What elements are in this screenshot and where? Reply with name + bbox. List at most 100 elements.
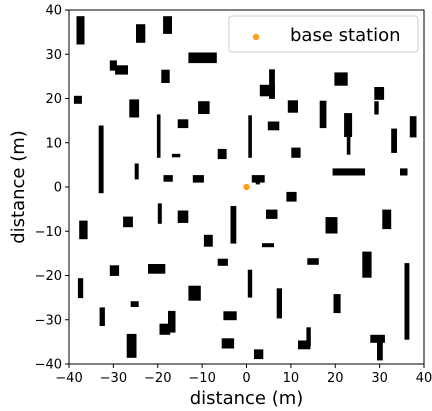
obstacle [382, 209, 392, 230]
obstacle [73, 95, 82, 104]
obstacle [377, 338, 383, 361]
obstacle [157, 203, 162, 224]
obstacle [254, 349, 264, 360]
obstacle [76, 16, 85, 45]
obstacle [123, 216, 133, 228]
obstacle [221, 338, 235, 349]
y-tick-label: 20 [45, 92, 62, 107]
obstacle [217, 258, 228, 266]
obstacle [156, 114, 161, 158]
obstacle [306, 327, 311, 347]
obstacle [126, 333, 137, 358]
x-tick-label: 20 [327, 371, 344, 386]
y-tick-label: 0 [54, 181, 62, 196]
obstacle [188, 52, 217, 64]
obstacle [362, 251, 372, 278]
points-layer [243, 183, 250, 191]
obstacle [159, 323, 171, 335]
obstacle [409, 116, 417, 138]
obstacle [391, 128, 397, 153]
obstacle [325, 217, 338, 234]
obstacle [98, 125, 104, 194]
obstacle [163, 16, 172, 34]
obstacle [247, 269, 253, 298]
y-tick-label: −20 [35, 269, 62, 284]
y-tick-label: 10 [45, 136, 62, 151]
x-axis-label: distance (m) [190, 388, 304, 409]
obstacle [136, 24, 146, 43]
obstacle [276, 288, 282, 319]
x-tick-label: −40 [55, 371, 82, 386]
obstacle [251, 175, 265, 183]
y-tick-label: −30 [35, 313, 62, 328]
y-tick-label: 30 [45, 48, 62, 63]
obstacle [168, 310, 176, 333]
x-axis-ticks: −40 −30 −20 −10 0 10 20 30 40 [55, 364, 432, 386]
obstacle [223, 311, 237, 321]
obstacle [192, 175, 204, 183]
obstacle [171, 153, 181, 158]
obstacle [148, 264, 166, 274]
obstacle [134, 163, 139, 180]
x-tick-label: 10 [283, 371, 300, 386]
x-tick-label: 0 [242, 371, 250, 386]
obstacle [109, 265, 120, 276]
obstacle [259, 84, 275, 97]
obstacle [79, 220, 88, 240]
obstacle [332, 168, 365, 176]
x-tick-label: −30 [100, 371, 127, 386]
obstacle [344, 113, 353, 137]
obstacle [217, 148, 227, 160]
obstacle [346, 133, 351, 155]
obstacle [161, 69, 170, 83]
y-axis-ticks: −40 −30 −20 −10 0 10 20 30 40 [35, 4, 69, 373]
obstacle [298, 340, 311, 350]
x-tick-label: 40 [416, 371, 432, 386]
obstacle [374, 87, 385, 100]
x-tick-label: −20 [144, 371, 171, 386]
obstacle [262, 243, 274, 248]
legend-label: base station [290, 25, 401, 46]
obstacle [230, 206, 237, 244]
obstacle [77, 278, 84, 299]
obstacle [291, 147, 301, 158]
legend: base station [228, 15, 419, 53]
base-station-point [243, 183, 250, 191]
obstacle [255, 179, 260, 185]
obstacle [319, 100, 327, 129]
obstacle [248, 115, 252, 158]
obstacle [203, 234, 213, 247]
obstacle [130, 301, 139, 307]
obstacle [163, 175, 173, 182]
legend-box [228, 15, 419, 53]
obstacle [269, 69, 275, 99]
obstacle [287, 100, 298, 113]
obstacle [333, 294, 341, 314]
obstacle [188, 285, 201, 301]
x-tick-label: −10 [188, 371, 215, 386]
obstacle [129, 99, 140, 118]
plot-frame [68, 9, 425, 365]
obstacle [177, 119, 189, 129]
obstacle [267, 121, 280, 131]
obstacles-layer [73, 16, 417, 361]
obstacle [109, 60, 117, 71]
obstacle [334, 72, 348, 86]
legend-marker [252, 33, 260, 41]
obstacle [177, 210, 189, 223]
obstacle [307, 258, 319, 265]
obstacle [286, 191, 297, 202]
y-tick-label: 40 [45, 4, 62, 19]
obstacle [115, 65, 128, 75]
obstacle [404, 263, 410, 340]
x-tick-label: 30 [371, 371, 388, 386]
y-tick-label: −40 [35, 358, 62, 373]
y-tick-label: −10 [35, 225, 62, 240]
obstacle [400, 168, 408, 176]
obstacle [374, 101, 379, 115]
y-axis-label: distance (m) [8, 130, 29, 244]
obstacle [198, 101, 210, 114]
obstacle [99, 307, 105, 326]
obstacle [266, 209, 278, 219]
